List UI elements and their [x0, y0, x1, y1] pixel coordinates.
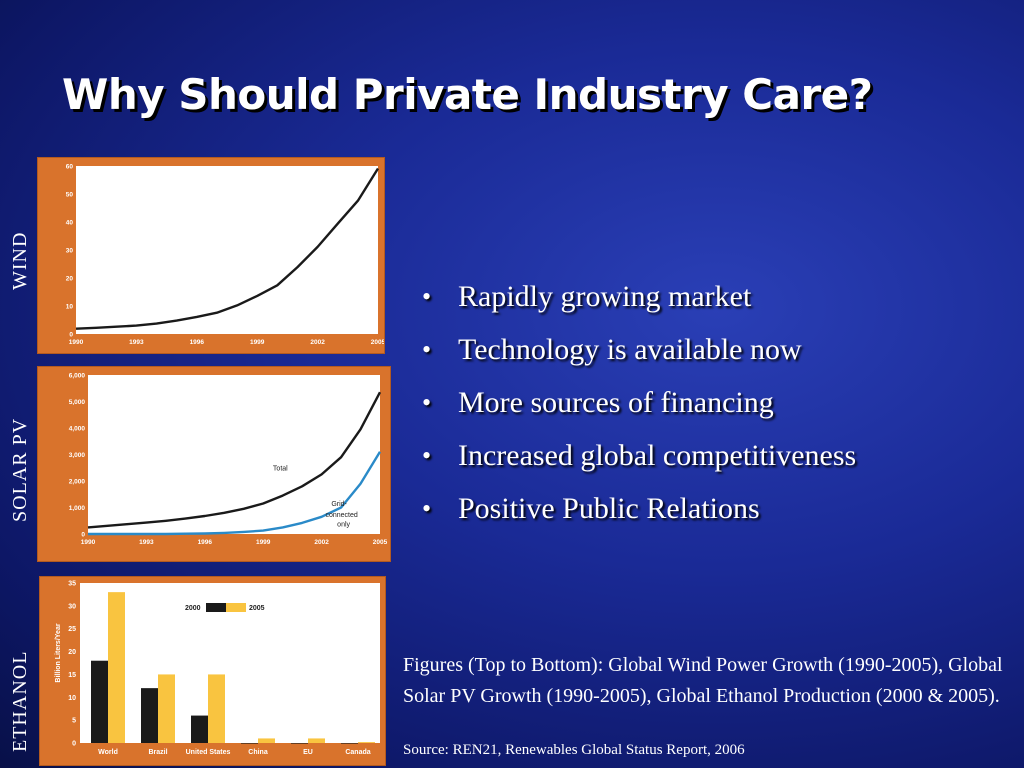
- x-tick-label: 1990: [81, 539, 96, 546]
- plot-area: [76, 166, 378, 334]
- y-tick-label: 30: [66, 248, 74, 255]
- bullet-item: • Rapidly growing market: [418, 270, 856, 323]
- x-tick-label: EU: [303, 749, 313, 756]
- x-tick-label: 1993: [139, 539, 154, 546]
- y-tick-label: 20: [66, 276, 74, 283]
- bullet-text: Technology is available now: [458, 333, 802, 366]
- series-line: [87, 391, 382, 529]
- figure-caption: Figures (Top to Bottom): Global Wind Pow…: [403, 654, 1003, 707]
- wind-label: WIND: [9, 231, 31, 290]
- bullet-text: Rapidly growing market: [458, 280, 752, 313]
- ethanol-label: ETHANOL: [9, 650, 31, 752]
- bar: [358, 742, 375, 743]
- bullet-item: • Positive Public Relations: [418, 482, 856, 535]
- x-tick-label: 2002: [310, 339, 325, 346]
- y-tick-label: 0: [69, 332, 73, 339]
- solar-chart-svg: 0 1,000 2,000 3,000 4,000 5,000 6,000 1990 1993 1…: [69, 373, 388, 547]
- y-axis-label: Billion Liters/Year: [55, 623, 62, 682]
- bar: [341, 743, 358, 744]
- y-tick-label: 10: [66, 304, 74, 311]
- x-tick-label: China: [248, 749, 268, 756]
- y-axis-label: Gigawatts: [81, 233, 88, 267]
- y-tick-label: 3,000: [69, 452, 86, 459]
- legend-label: 2000: [185, 605, 201, 612]
- bar: [158, 674, 175, 743]
- x-tick-label: 2005: [371, 339, 384, 346]
- bullet-dot-icon: •: [422, 388, 432, 417]
- solar-pv-label: SOLAR PV: [9, 417, 31, 522]
- solar-chart: 0 1,000 2,000 3,000 4,000 5,000 6,000 1990 1993 1…: [38, 367, 390, 561]
- bar: [241, 743, 258, 744]
- legend-label: 2005: [249, 605, 265, 612]
- bar: [91, 660, 108, 743]
- x-tick-label: 2002: [314, 539, 329, 546]
- bullet-text: Positive Public Relations: [458, 492, 760, 525]
- bar: [141, 688, 158, 743]
- bar: [291, 743, 308, 744]
- y-tick-label: 6,000: [69, 373, 86, 380]
- bullet-item: • Technology is available now: [418, 323, 856, 376]
- legend-swatch: [206, 603, 226, 612]
- y-tick-label: 50: [66, 192, 74, 199]
- y-tick-label: 2,000: [69, 479, 86, 486]
- bar: [258, 738, 275, 743]
- x-tick-label: Brazil: [148, 749, 167, 756]
- x-tick-label: 1996: [198, 539, 213, 546]
- bar: [308, 738, 325, 743]
- bullet-list: • Rapidly growing market • Technology is a…: [418, 270, 856, 535]
- plot-area: [88, 375, 380, 534]
- series-label-total: Total: [273, 465, 288, 472]
- slide-title: Why Should Private Industry Care?: [62, 70, 873, 119]
- series-line: [88, 451, 382, 536]
- y-tick-label: 15: [68, 672, 76, 679]
- x-tick-label: 1993: [129, 339, 144, 346]
- bullet-dot-icon: •: [422, 494, 432, 523]
- series-label-grid: only: [337, 522, 350, 529]
- ethanol-chart: 0 5 10 15 20 25 30 35 Billion Liters/Year World Br…: [40, 577, 385, 765]
- y-tick-label: 0: [81, 532, 85, 539]
- y-tick-label: 5,000: [69, 399, 86, 406]
- y-tick-label: 35: [68, 581, 76, 588]
- bullet-text: Increased global competitiveness: [458, 439, 857, 472]
- y-tick-label: 1,000: [69, 505, 86, 512]
- x-tick-label: 1999: [256, 539, 271, 546]
- series-line: [75, 167, 380, 330]
- y-tick-label: 30: [68, 603, 76, 610]
- y-tick-label: 40: [66, 220, 74, 227]
- x-tick-label: 2005: [373, 539, 388, 546]
- y-tick-label: 25: [68, 626, 76, 633]
- x-tick-label: United States: [186, 749, 231, 756]
- y-tick-label: 20: [68, 649, 76, 656]
- x-tick-label: Canada: [345, 749, 370, 756]
- x-tick-label: 1990: [69, 339, 84, 346]
- bullet-dot-icon: •: [422, 441, 432, 470]
- y-tick-label: 10: [68, 695, 76, 702]
- bullet-dot-icon: •: [422, 335, 432, 364]
- y-axis-label: Megawatts: [93, 437, 100, 473]
- series-label-grid: Grid-: [331, 501, 347, 508]
- x-tick-label: World: [98, 749, 118, 756]
- series-label-grid: connected: [325, 512, 357, 519]
- ethanol-chart-svg: 0 5 10 15 20 25 30 35 Billion Liters/Year World Br…: [55, 581, 380, 756]
- y-tick-label: 4,000: [69, 426, 86, 433]
- wind-chart: 0 10 20 30 40 50 60 1990 1993 1996 1999 2002 2005 Gig…: [38, 158, 384, 353]
- bullet-text: More sources of financing: [458, 386, 774, 419]
- wind-chart-svg: 0 10 20 30 40 50 60 1990 1993 1996 1999 2002 2005 Gig…: [66, 164, 384, 347]
- y-tick-label: 0: [72, 741, 76, 748]
- bar: [208, 674, 225, 743]
- x-tick-label: 1996: [190, 339, 205, 346]
- y-tick-label: 5: [72, 718, 76, 725]
- source-note: Source: REN21, Renewables Global Status …: [403, 742, 745, 758]
- x-tick-label: 1999: [250, 339, 265, 346]
- bullet-item: • More sources of financing: [418, 376, 856, 429]
- legend-swatch: [226, 603, 246, 612]
- bullet-item: • Increased global competitiveness: [418, 429, 856, 482]
- bullet-dot-icon: •: [422, 282, 432, 311]
- bar: [191, 715, 208, 743]
- bar: [108, 592, 125, 743]
- y-tick-label: 60: [66, 164, 74, 171]
